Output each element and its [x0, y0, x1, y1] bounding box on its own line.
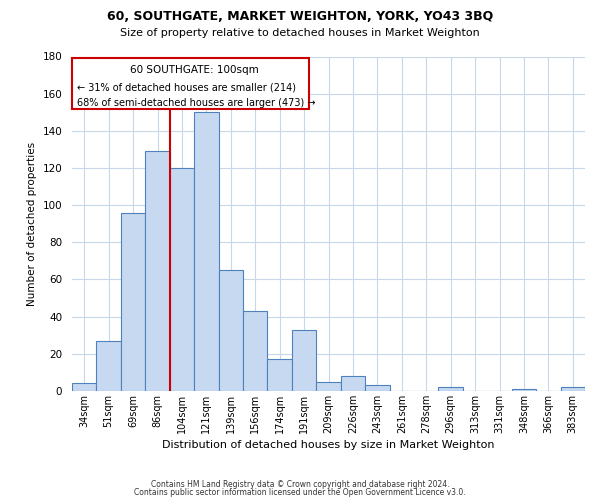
Bar — [512, 389, 536, 391]
X-axis label: Distribution of detached houses by size in Market Weighton: Distribution of detached houses by size … — [162, 440, 495, 450]
Bar — [365, 386, 389, 391]
Bar — [194, 112, 218, 391]
Bar — [439, 387, 463, 391]
Text: ← 31% of detached houses are smaller (214): ← 31% of detached houses are smaller (21… — [77, 82, 296, 92]
FancyBboxPatch shape — [72, 58, 309, 108]
Text: 68% of semi-detached houses are larger (473) →: 68% of semi-detached houses are larger (… — [77, 98, 316, 108]
Text: Contains HM Land Registry data © Crown copyright and database right 2024.: Contains HM Land Registry data © Crown c… — [151, 480, 449, 489]
Bar — [170, 168, 194, 391]
Bar — [341, 376, 365, 391]
Text: 60, SOUTHGATE, MARKET WEIGHTON, YORK, YO43 3BQ: 60, SOUTHGATE, MARKET WEIGHTON, YORK, YO… — [107, 10, 493, 23]
Bar — [316, 382, 341, 391]
Bar — [560, 387, 585, 391]
Bar — [145, 151, 170, 391]
Bar — [292, 330, 316, 391]
Bar — [72, 384, 97, 391]
Bar — [97, 340, 121, 391]
Bar — [268, 360, 292, 391]
Bar — [243, 311, 268, 391]
Text: 60 SOUTHGATE: 100sqm: 60 SOUTHGATE: 100sqm — [130, 66, 259, 76]
Text: Size of property relative to detached houses in Market Weighton: Size of property relative to detached ho… — [120, 28, 480, 38]
Y-axis label: Number of detached properties: Number of detached properties — [27, 142, 37, 306]
Text: Contains public sector information licensed under the Open Government Licence v3: Contains public sector information licen… — [134, 488, 466, 497]
Bar — [121, 212, 145, 391]
Bar — [218, 270, 243, 391]
